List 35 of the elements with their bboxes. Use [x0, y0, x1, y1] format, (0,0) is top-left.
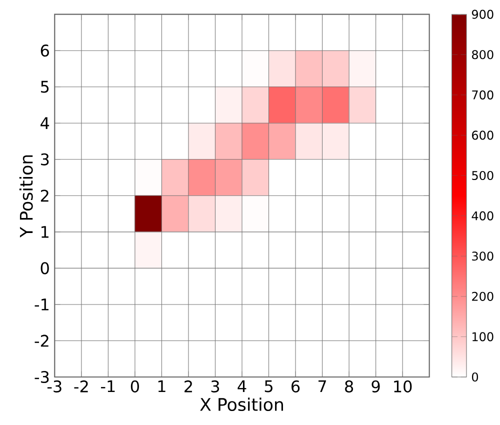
color-bar-label: 700 [472, 90, 494, 100]
color-bar-label: 600 [472, 130, 494, 140]
x-tick-label: 6 [292, 380, 300, 392]
y-tick-label: 4 [40, 117, 50, 129]
y-tick-label: 0 [40, 262, 49, 274]
y-tick-label: 1 [42, 226, 48, 238]
x-tick-label: -2 [74, 380, 88, 392]
y-tick-label: -1 [34, 298, 48, 310]
x-tick-label: 9 [372, 380, 380, 392]
y-tick-label: -3 [34, 370, 49, 384]
color-bar-label: 500 [472, 170, 494, 180]
x-tick-label: 1 [158, 380, 166, 392]
y-axis-title: Y Position [19, 155, 33, 238]
y-tick-label: 5 [41, 80, 49, 93]
x-tick-label: 4 [238, 380, 246, 392]
x-axis-title: X Position [200, 398, 283, 412]
y-tick-label: 6 [40, 44, 49, 57]
color-bar-label: 400 [472, 211, 494, 220]
x-tick-label: 2 [184, 380, 192, 392]
color-bar-label: 300 [472, 252, 494, 261]
y-tick-label: -2 [34, 334, 48, 347]
color-bar-label: 100 [472, 332, 494, 342]
y-tick-label: 3 [40, 153, 49, 166]
x-tick-label: 0 [130, 380, 139, 392]
x-tick-label: 10 [394, 380, 412, 392]
y-tick-label: 2 [40, 190, 48, 202]
color-bar-label: 0 [472, 372, 478, 382]
x-tick-label: 5 [264, 380, 272, 392]
color-bar-label: 200 [472, 292, 494, 301]
x-tick-label: 3 [211, 380, 220, 392]
x-tick-label: 8 [345, 380, 354, 392]
color-bar-label: 800 [472, 50, 494, 60]
x-tick-label: 7 [318, 380, 326, 392]
x-tick-label: -1 [100, 380, 115, 392]
color-bar-label: 900 [472, 10, 494, 19]
